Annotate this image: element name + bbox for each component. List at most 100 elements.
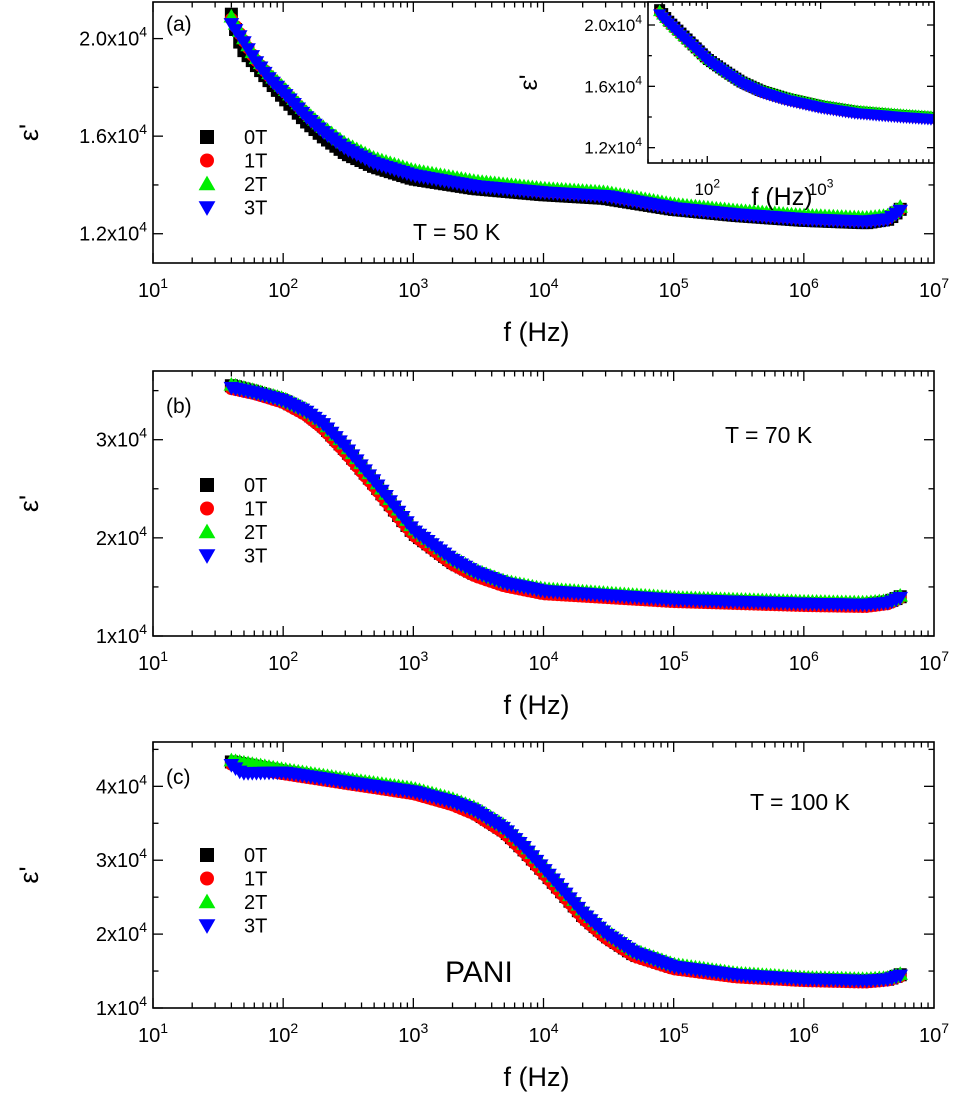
panel-b: 101 102 103 104 105 106 107 1x104 2x104 3x104 f (H… — [14, 370, 949, 720]
panel-c-legend-marker — [200, 848, 214, 862]
panel-a-point — [236, 36, 252, 50]
panel-b-x-tick-label: 106 — [789, 648, 819, 675]
panel-b-y-tick-label: 1x104 — [96, 621, 147, 648]
panel-c: 101 102 103 104 105 106 107 1x104 2x104 3x104 4x10… — [14, 741, 949, 1092]
panel-a-series-3T — [223, 18, 909, 230]
panel-a-x-tick-label: 103 — [398, 275, 428, 302]
panel-c-x-tick-label: 107 — [919, 1020, 949, 1047]
panel-c-sample-name: PANI — [445, 956, 513, 989]
inset-y-tick-label: 2.0x104 — [584, 12, 642, 35]
panel-c-series-2T — [223, 752, 909, 985]
panel-c-label: (c) — [166, 766, 191, 789]
panel-a-temperature: T = 50 K — [413, 219, 501, 245]
panel-c-legend-label: 1T — [244, 869, 267, 891]
panel-b-x-tick-label: 105 — [659, 648, 689, 675]
panel-a-x-tick-label: 107 — [919, 275, 949, 302]
panel-a-point — [892, 204, 909, 219]
panel-c-y-tick-label: 4x104 — [96, 771, 147, 798]
panel-b-data — [223, 376, 909, 614]
panel-a-y-tick-label: 2.0x104 — [79, 24, 147, 51]
panel-b-series-1T — [224, 382, 907, 614]
panel-c-x-axis-title: f (Hz) — [504, 1062, 570, 1092]
panel-b-label: (b) — [166, 395, 192, 418]
panel-c-y-tick-label: 3x104 — [96, 845, 147, 872]
panel-c-x-tick-label: 101 — [138, 1020, 168, 1047]
panel-a-data — [223, 7, 909, 230]
inset-frame — [647, 1, 935, 164]
panel-b-frame — [152, 370, 935, 637]
panel-a-label: (a) — [166, 13, 192, 36]
panel-a: 101 102 103 104 105 106 107 1.2x104 1.6x104 2.0x1… — [14, 1, 949, 347]
panel-c-y-tick-label: 1x104 — [96, 993, 147, 1020]
panel-a-legend-label: 3T — [244, 198, 267, 220]
panel-b-legend-marker — [198, 523, 216, 539]
panel-c-data — [223, 752, 909, 989]
panel-a-x-tick-label: 106 — [789, 275, 819, 302]
panel-a-legend-label: 1T — [244, 151, 267, 173]
panel-b-legend-label: 3T — [244, 546, 267, 568]
panel-b-point — [892, 591, 909, 606]
inset-y-axis-title: ε' — [515, 75, 543, 91]
panel-b-temperature: T = 70 K — [725, 422, 813, 448]
panel-a-legend-marker — [198, 201, 216, 216]
panel-a-x-tick-label: 101 — [138, 275, 168, 302]
panel-b-legend-label: 1T — [244, 499, 267, 521]
inset-point — [927, 114, 934, 126]
panel-b-legend-label: 2T — [244, 522, 267, 544]
panel-c-x-tick-label: 104 — [528, 1020, 558, 1047]
panel-c-x-tick-label: 103 — [398, 1020, 428, 1047]
panel-a-point — [240, 43, 256, 57]
panel-b-series-3T — [223, 381, 909, 613]
panel-a-x-tick-label: 104 — [528, 275, 558, 302]
panel-a-y-tick-label: 1.6x104 — [79, 121, 147, 148]
panel-c-temperature: T = 100 K — [750, 789, 851, 815]
panel-c-x-tick-label: 102 — [268, 1020, 298, 1047]
panel-a-x-axis-title: f (Hz) — [504, 317, 570, 347]
panel-c-frame — [152, 741, 935, 1009]
panel-b-y-axis-title: ε' — [14, 495, 44, 512]
panel-c-series-3T — [223, 759, 909, 989]
inset: 102 103 1.2x104 1.6x104 2.0x104 f (Hz) ε' — [515, 1, 935, 211]
panel-b-legend-label: 0T — [244, 475, 267, 497]
panel-a-x-tick-label: 105 — [659, 275, 689, 302]
panel-b-y-tick-label: 2x104 — [96, 523, 147, 550]
panel-c-legend-marker — [198, 893, 216, 909]
panel-c-legend-label: 3T — [244, 916, 267, 938]
inset-series-3T — [653, 9, 934, 126]
panel-b-x-axis-title: f (Hz) — [504, 690, 570, 720]
panel-b-x-tick-label: 104 — [528, 648, 558, 675]
inset-x-axis-title: f (Hz) — [751, 183, 812, 211]
inset-x-tick-label: 103 — [808, 176, 834, 199]
panel-c-x-tick-label: 105 — [659, 1020, 689, 1047]
panel-a-y-axis-title: ε' — [14, 124, 44, 141]
panel-b-series-2T — [223, 376, 909, 609]
panel-c-legend-marker — [198, 919, 216, 934]
panel-a-y-tick-label: 1.2x104 — [79, 219, 147, 246]
panel-c-y-axis-title: ε' — [14, 866, 44, 883]
panel-a-legend-label: 0T — [244, 127, 267, 149]
panel-a-legend-marker — [200, 153, 214, 168]
panel-c-legend-label: 2T — [244, 892, 267, 914]
panel-b-legend-marker — [200, 478, 214, 492]
inset-data — [653, 4, 934, 126]
panel-c-point — [892, 969, 909, 984]
panel-b-y-tick-label: 3x104 — [96, 425, 147, 452]
panel-c-legend-marker — [200, 871, 214, 886]
panel-b-series-0T — [224, 379, 907, 612]
panel-c-y-tick-label: 2x104 — [96, 919, 147, 946]
panel-b-axes — [152, 371, 934, 637]
inset-y-tick-label: 1.2x104 — [584, 135, 642, 158]
panel-a-legend-marker — [200, 130, 214, 144]
panel-b-legend-marker — [200, 501, 214, 516]
panel-b-x-tick-label: 101 — [138, 648, 168, 675]
inset-background — [648, 2, 934, 163]
panel-a-legend-marker — [198, 175, 216, 191]
panel-a-legend-label: 2T — [244, 174, 267, 196]
panel-b-x-tick-label: 103 — [398, 648, 428, 675]
panel-b-legend-marker — [198, 549, 216, 564]
panel-c-legend-label: 0T — [244, 845, 267, 867]
